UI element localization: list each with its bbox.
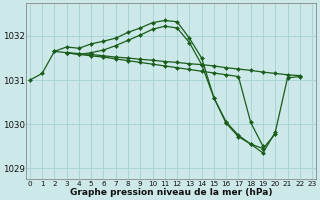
X-axis label: Graphe pression niveau de la mer (hPa): Graphe pression niveau de la mer (hPa) bbox=[70, 188, 272, 197]
